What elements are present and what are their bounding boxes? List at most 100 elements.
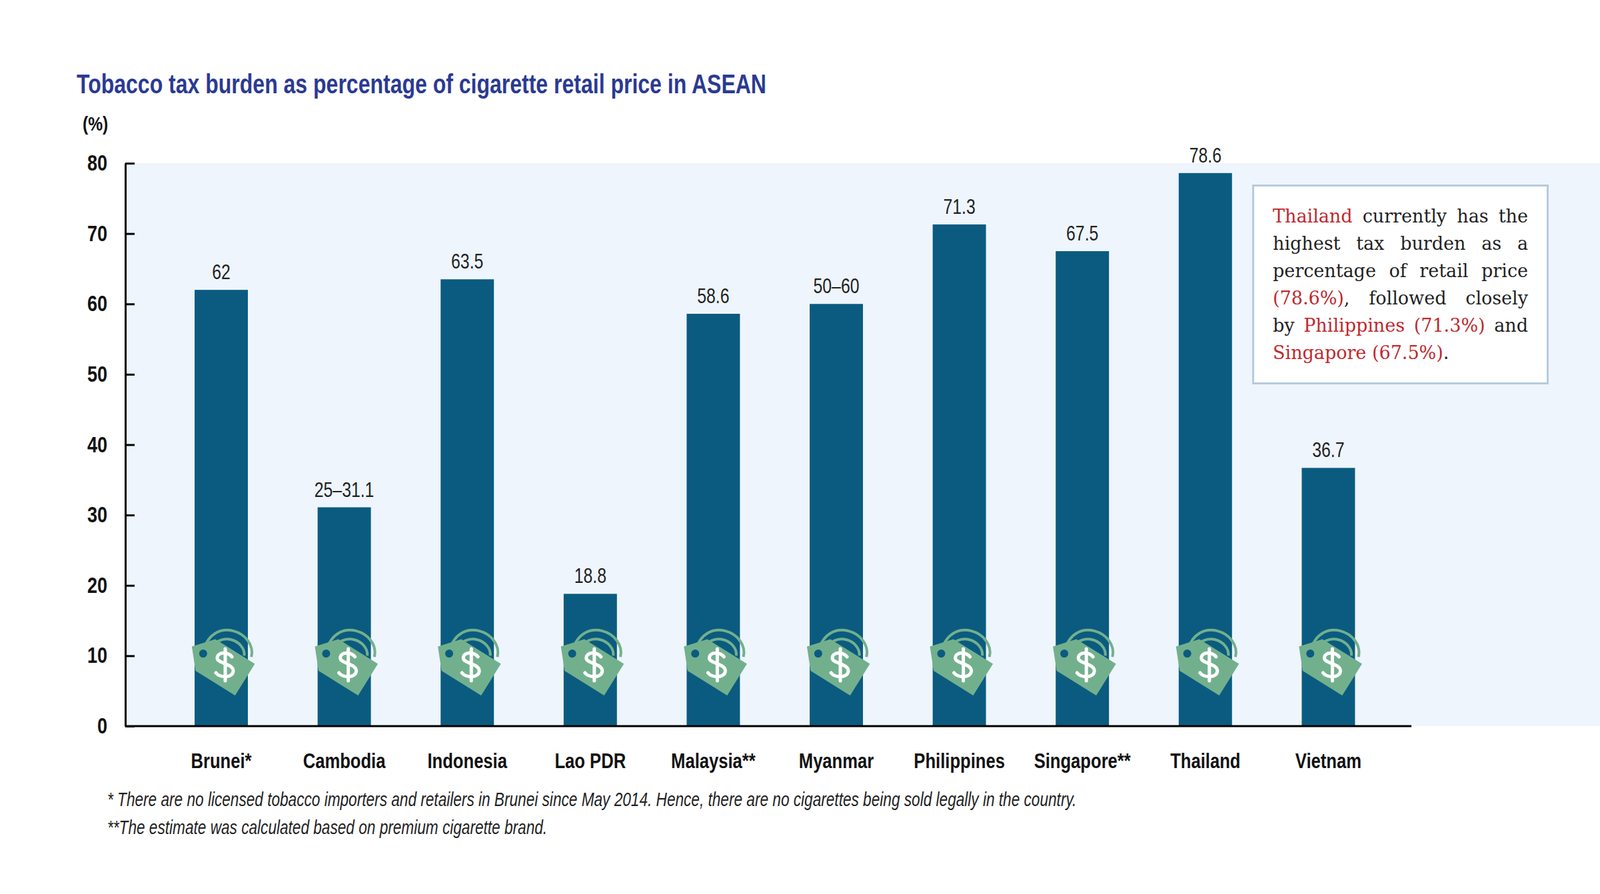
annotation-highlight: Singapore	[1272, 342, 1367, 364]
chart-svg: 6225–31.163.518.858.650–6071.367.578.636…	[0, 0, 1600, 894]
tag-dollar	[1076, 649, 1095, 682]
data-labels: 6225–31.163.518.858.650–6071.367.578.636…	[211, 143, 1345, 589]
annotation-highlight: (78.6%)	[1272, 287, 1345, 309]
y-tick-mark	[125, 162, 135, 165]
y-tick: 50	[87, 361, 135, 387]
price-tag	[1042, 615, 1125, 696]
tag-body	[1166, 631, 1239, 696]
tag-dollar	[707, 649, 726, 682]
y-tick: 30	[87, 502, 135, 528]
annotation-highlight: Philippines	[1303, 315, 1405, 336]
x-tick-label: Brunei*	[190, 749, 252, 774]
annotation-highlight: (71.3%)	[1414, 315, 1486, 336]
chart-page: 6225–31.163.518.858.650–6071.367.578.636…	[0, 0, 1600, 894]
y-tick-mark	[125, 655, 135, 658]
x-tick-label: Cambodia	[303, 749, 386, 774]
tag-dollar	[1322, 649, 1341, 682]
tag-body	[305, 631, 378, 696]
y-tick-mark	[125, 303, 135, 306]
x-tick: Brunei*	[190, 749, 252, 774]
data-label: 25–31.1	[314, 478, 375, 502]
x-axis-line	[125, 725, 1412, 728]
data-label: 78.6	[1189, 143, 1222, 168]
y-tick-label: 30	[87, 502, 108, 528]
bar	[317, 507, 372, 727]
price-tag	[1288, 615, 1371, 696]
tag-hole	[320, 648, 332, 660]
tag-hole	[197, 648, 210, 660]
y-tick-mark	[125, 514, 135, 517]
y-tick-mark	[125, 444, 135, 447]
tag-dollar	[954, 649, 972, 682]
x-tick: Indonesia	[427, 749, 508, 774]
x-tick: Lao PDR	[554, 749, 626, 774]
x-axis: Brunei* Cambodia Indonesia Lao PDR Malaysia*…	[125, 726, 1412, 774]
tag-hole	[443, 648, 456, 660]
data-label: 71.3	[942, 195, 975, 219]
tag-body	[551, 631, 624, 696]
y-tick: 10	[87, 643, 135, 668]
y-tick-label: 50	[87, 361, 108, 387]
x-tick-label: Thailand	[1170, 749, 1241, 774]
tag-dollar	[461, 649, 480, 682]
tag-dollar	[1200, 649, 1218, 682]
data-label: 36.7	[1312, 438, 1345, 462]
tag-hole	[1181, 648, 1193, 660]
y-tick-label: 80	[87, 150, 108, 176]
tag-hole	[689, 648, 702, 660]
x-tick-label: Indonesia	[427, 749, 508, 774]
tag-dollar	[339, 649, 357, 682]
tag-body	[797, 631, 870, 696]
tag-dollar	[585, 649, 603, 682]
y-tick-label: 70	[87, 221, 108, 246]
price-tag	[920, 615, 1003, 696]
x-tick: Philippines	[913, 749, 1005, 774]
y-tick: 40	[87, 432, 135, 458]
x-tick-label: Malaysia**	[671, 749, 756, 774]
x-tick: Singapore**	[1034, 749, 1132, 774]
price-tag	[1166, 615, 1249, 696]
data-label: 58.6	[697, 284, 730, 308]
y-axis: 0 10 20 30 40 50 60 70 80	[87, 150, 135, 739]
x-tick: Malaysia**	[671, 749, 756, 774]
annotation-box: Thailand currently has the highest tax b…	[1252, 184, 1549, 385]
tag-hole	[1304, 648, 1317, 660]
price-tag	[427, 615, 510, 696]
x-tick-label: Myanmar	[799, 749, 874, 774]
footnote: **The estimate was calculated based on p…	[107, 816, 548, 839]
tag-hole	[1058, 648, 1071, 660]
data-label: 18.8	[574, 564, 607, 588]
bars	[194, 173, 1355, 727]
data-label: 62	[211, 260, 231, 284]
x-tick: Myanmar	[799, 749, 874, 774]
data-label: 67.5	[1066, 221, 1099, 246]
price-tag	[551, 615, 634, 696]
tag-dollar	[830, 649, 849, 682]
tag-hole	[566, 648, 578, 660]
data-label: 63.5	[451, 249, 484, 274]
x-tick: Vietnam	[1295, 749, 1362, 774]
y-tick-label: 0	[97, 713, 108, 739]
chart-title: Tobacco tax burden as percentage of ciga…	[76, 69, 767, 99]
y-tick: 70	[87, 221, 135, 246]
x-tick-label: Philippines	[913, 749, 1005, 774]
y-tick-label: 10	[87, 643, 108, 668]
footnote: * There are no licensed tobacco importer…	[107, 789, 1077, 811]
y-tick-label: 20	[87, 573, 108, 598]
y-tick: 80	[87, 150, 135, 176]
annotation-highlight: (67.5%)	[1372, 342, 1444, 364]
x-tick-label: Vietnam	[1295, 749, 1362, 774]
y-tick-label: 40	[87, 432, 108, 458]
tag-body	[673, 631, 747, 696]
x-tick: Cambodia	[303, 749, 386, 774]
y-tick-mark	[125, 585, 135, 588]
plot-background	[125, 163, 1600, 727]
tag-body	[1288, 631, 1362, 696]
y-tick: 60	[87, 291, 135, 316]
x-tick-label: Lao PDR	[554, 749, 626, 774]
tag-dollar	[215, 649, 234, 682]
tag-body	[920, 631, 993, 696]
price-tag	[181, 615, 264, 696]
tag-hole	[935, 648, 947, 660]
x-tick-label: Singapore**	[1034, 749, 1132, 774]
